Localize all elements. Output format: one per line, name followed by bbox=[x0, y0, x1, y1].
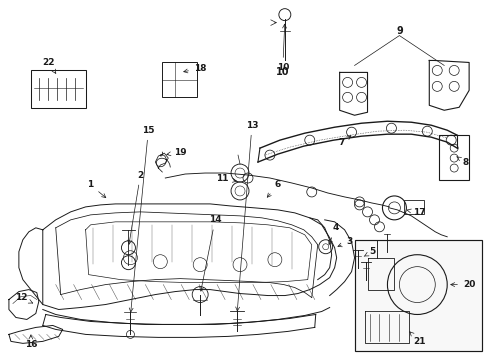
Text: 15: 15 bbox=[129, 126, 154, 312]
Text: 6: 6 bbox=[267, 180, 281, 197]
Text: 19: 19 bbox=[166, 148, 186, 157]
Text: 1: 1 bbox=[87, 180, 105, 198]
Text: 7: 7 bbox=[338, 136, 350, 147]
Text: 2: 2 bbox=[127, 171, 143, 244]
Text: 16: 16 bbox=[24, 335, 37, 349]
Text: 22: 22 bbox=[42, 58, 56, 73]
Text: 17: 17 bbox=[406, 208, 425, 217]
Text: 4: 4 bbox=[328, 223, 338, 244]
Text: 11: 11 bbox=[215, 174, 236, 183]
Text: 20: 20 bbox=[450, 280, 474, 289]
Text: 18: 18 bbox=[183, 64, 206, 73]
Text: 3: 3 bbox=[337, 237, 352, 247]
Text: 9: 9 bbox=[395, 26, 402, 36]
Text: 10: 10 bbox=[276, 24, 288, 72]
Text: 13: 13 bbox=[235, 121, 258, 311]
Bar bbox=[162, 62, 197, 97]
Text: 10: 10 bbox=[276, 67, 289, 77]
Text: 5: 5 bbox=[364, 247, 375, 256]
Bar bbox=[438, 135, 468, 180]
Text: 12: 12 bbox=[15, 293, 33, 303]
Text: 21: 21 bbox=[409, 332, 425, 346]
Bar bbox=[354, 240, 481, 351]
Text: 14: 14 bbox=[199, 215, 221, 291]
Bar bbox=[31, 71, 85, 108]
Text: 8: 8 bbox=[456, 157, 468, 167]
Bar bbox=[404, 200, 424, 214]
